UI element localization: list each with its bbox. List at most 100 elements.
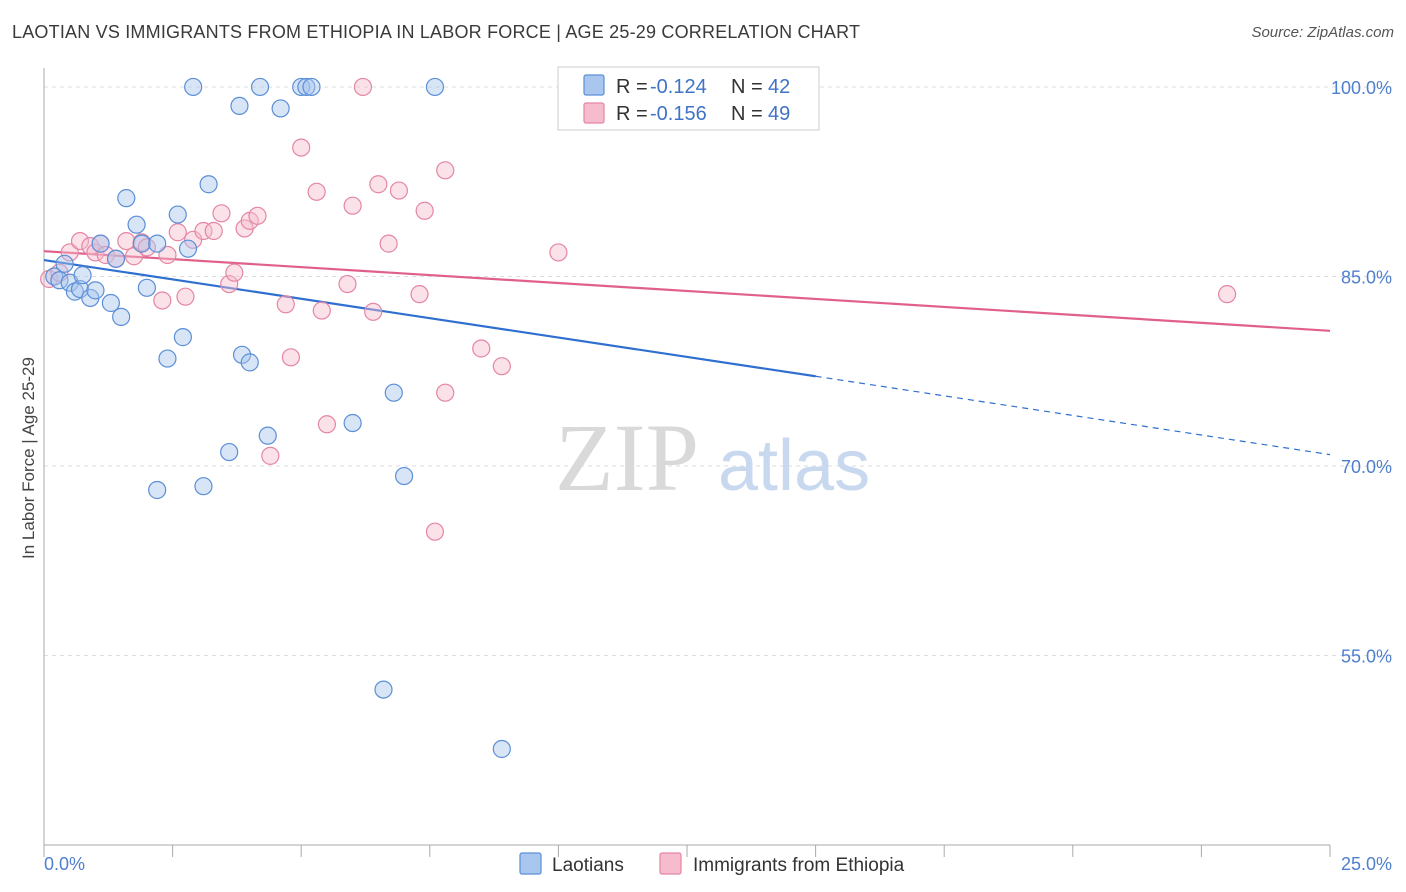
laotian-point [384, 383, 403, 402]
laotian-point [86, 281, 105, 300]
laotian-point [91, 234, 110, 253]
laotian-point [232, 345, 252, 364]
legend-n-label-ethiopia: N = [731, 103, 763, 125]
laotian-point [132, 234, 151, 253]
ethiopia-point [317, 415, 337, 434]
ethiopia-point [220, 274, 239, 294]
laotian-point [199, 175, 218, 194]
ethiopia-point [436, 383, 455, 402]
legend-r-label-ethiopia: R = [616, 103, 648, 125]
series-legend-label-ethiopia: Immigrants from Ethiopia [693, 855, 905, 876]
series-legend-swatch-laotian [519, 852, 542, 875]
laotian-point [258, 426, 277, 445]
legend-r-label-laotian: R = [616, 76, 648, 98]
laotian-point [106, 249, 126, 268]
laotian-point [117, 189, 136, 208]
laotian-point [297, 77, 316, 97]
ethiopia-point [70, 231, 90, 251]
laotian-point [302, 77, 321, 97]
legend-n-value-laotian: 42 [768, 76, 790, 98]
ethiopia-point [436, 161, 455, 180]
laotian-point [343, 413, 362, 433]
laotian-point [240, 353, 259, 372]
ethiopia-point [292, 138, 311, 157]
ethiopia-point [389, 181, 409, 200]
ethiopia-point [415, 201, 434, 220]
laotian-point [374, 680, 393, 699]
ethiopia-point [343, 196, 362, 215]
laotian-point [492, 739, 511, 759]
legend-swatch-laotian [583, 74, 605, 96]
ethiopia-point [549, 243, 568, 262]
y-tick-label: 70.0% [1341, 457, 1392, 477]
laotian-point [292, 77, 311, 97]
source-label: Source: ZipAtlas.com [1251, 24, 1394, 41]
y-tick-label: 100.0% [1331, 78, 1392, 98]
ethiopia-point [379, 234, 398, 253]
ethiopia-point [261, 446, 280, 465]
laotian-point [168, 205, 187, 224]
x-ticks [43, 845, 1331, 857]
ethiopia-point [96, 245, 115, 265]
ethiopia-point [1218, 285, 1237, 304]
ethiopia-point [410, 285, 429, 304]
laotian-point [230, 96, 249, 116]
ethiopia-trend-line [43, 250, 1331, 332]
chart-title: LAOTIAN VS IMMIGRANTS FROM ETHIOPIA IN L… [12, 22, 861, 42]
ethiopia-point [338, 274, 357, 294]
ethiopia-point [472, 339, 491, 358]
ethiopia-point [176, 287, 195, 306]
watermark-zip: ZIP [555, 404, 699, 511]
ethiopia-point [281, 348, 301, 367]
trend-lines [43, 250, 1331, 456]
laotian-point [148, 234, 167, 253]
laotian-point [220, 442, 239, 462]
legend-r-value-ethiopia: -0.156 [650, 103, 707, 125]
x-tick-label-min: 0.0% [44, 854, 85, 874]
stats-legend: R = -0.124 N = 42 R = -0.156 N = 49 [557, 66, 820, 131]
ethiopia-point [194, 221, 213, 241]
ethiopia-point [276, 295, 295, 314]
watermark-atlas: atlas [718, 426, 870, 506]
laotian-point [148, 480, 167, 500]
laotian-trend-line [43, 258, 816, 378]
ethiopia-point [225, 263, 244, 282]
ethiopia-point [369, 175, 388, 194]
laotian-point [65, 282, 84, 301]
watermark: ZIP atlas [555, 404, 870, 511]
ethiopia-point [117, 231, 136, 251]
laotian-point [127, 215, 146, 234]
legend-n-label-laotian: N = [731, 76, 763, 98]
series-laotian-points [45, 77, 511, 759]
ethiopia-point [364, 302, 383, 321]
laotian-point [55, 254, 74, 273]
y-tick-labels: 55.0% 70.0% 85.0% 100.0% [1331, 78, 1392, 667]
ethiopia-point [425, 522, 445, 541]
laotian-point [73, 266, 92, 285]
laotian-point [101, 293, 120, 313]
ethiopia-point [168, 223, 187, 242]
laotian-point [158, 349, 177, 368]
laotian-point [250, 77, 270, 97]
ethiopia-point [60, 243, 79, 262]
y-axis-label: In Labor Force | Age 25-29 [19, 357, 38, 559]
ethiopia-point [248, 206, 267, 225]
laotian-point [112, 307, 131, 326]
y-tick-label: 55.0% [1341, 646, 1392, 666]
legend-r-value-laotian: -0.124 [650, 76, 707, 98]
series-ethiopia-points [40, 77, 1237, 541]
legend-swatch-ethiopia [583, 102, 605, 124]
ethiopia-point [204, 221, 223, 241]
laotian-point [394, 466, 414, 486]
laotian-point [194, 477, 213, 496]
legend-n-value-ethiopia: 49 [768, 103, 790, 125]
ethiopia-point [492, 357, 511, 376]
ethiopia-point [158, 245, 177, 265]
y-tick-label: 85.0% [1341, 267, 1392, 287]
ethiopia-point [153, 291, 172, 310]
ethiopia-point [307, 182, 326, 201]
laotian-point [178, 239, 198, 258]
grid-lines [44, 86, 1392, 656]
laotian-point [425, 77, 445, 97]
